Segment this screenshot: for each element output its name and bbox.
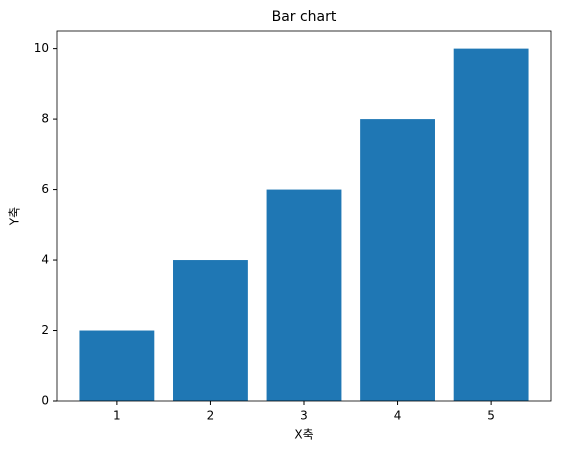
x-tick-label: 5 [487,409,495,423]
bar [453,48,529,401]
y-axis-label: Y축 [8,207,22,226]
y-tick-label: 8 [41,112,49,126]
bar [173,260,248,401]
y-tick-label: 0 [41,394,49,408]
bar [79,330,155,401]
x-axis-label: X축 [294,428,313,442]
x-tick-label: 2 [207,409,215,423]
bar [360,119,435,401]
x-tick-label: 4 [394,409,402,423]
y-tick-label: 4 [41,253,49,267]
plot-frame [56,30,552,402]
chart-title: Bar chart [272,9,337,25]
x-tick-label: 1 [113,409,121,423]
bar [266,189,342,401]
y-tick-label: 6 [41,182,49,196]
y-tick-label: 2 [41,323,49,337]
x-tick-label: 3 [300,409,308,423]
y-tick-label: 10 [34,41,49,55]
